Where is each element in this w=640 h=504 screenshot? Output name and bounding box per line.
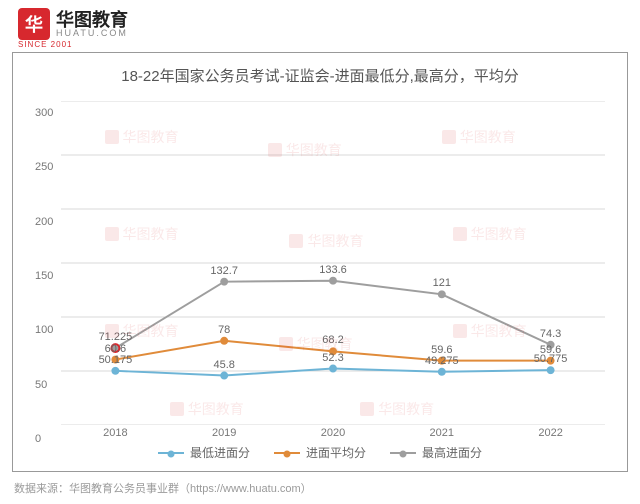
chart-frame: 18-22年国家公务员考试-证监会-进面最低分,最高分，平均分 50.175 45…: [12, 52, 628, 472]
x-axis-labels: 2018 2019 2020 2021 2022: [61, 427, 605, 441]
legend-label: 最低进面分: [190, 444, 250, 461]
x-tick-label: 2019: [212, 427, 236, 439]
logo-cn: 华图教育: [56, 11, 128, 29]
brand-logo: 华 华图教育 HUATU.COM: [18, 8, 128, 40]
logo-en: HUATU.COM: [56, 29, 128, 38]
data-point-label: 59.6: [540, 344, 561, 356]
data-point-label: 45.8: [213, 359, 234, 371]
x-tick-label: 2020: [321, 427, 345, 439]
data-point-label: 50.175: [99, 354, 133, 366]
page: 华 华图教育 HUATU.COM SINCE 2001 18-22年国家公务员考…: [0, 0, 640, 504]
data-point-label: 133.6: [319, 264, 347, 276]
y-tick-label: 200: [35, 216, 53, 228]
y-tick-label: 100: [35, 324, 53, 336]
legend-label: 最高进面分: [422, 444, 482, 461]
data-point-label: 71.225: [99, 331, 133, 343]
data-point-label: 49.275: [425, 355, 459, 367]
data-point-label: 59.6: [431, 344, 452, 356]
data-point-label: 132.7: [210, 265, 238, 277]
legend-swatch: [274, 452, 300, 454]
data-point-label: 52.3: [322, 352, 343, 364]
data-point-label: 74.3: [540, 328, 561, 340]
y-tick-label: 300: [35, 107, 53, 119]
legend-swatch: [158, 452, 184, 454]
data-point-label: 68.2: [322, 335, 343, 347]
plot-area: 50.17545.852.349.27550.77560.67868.259.6…: [61, 101, 605, 425]
legend-item: 进面平均分: [274, 444, 366, 461]
x-tick-label: 2022: [538, 427, 562, 439]
legend-item: 最低进面分: [158, 444, 250, 461]
x-tick-label: 2021: [430, 427, 454, 439]
x-tick-label: 2018: [103, 427, 127, 439]
legend-swatch: [390, 452, 416, 454]
data-point-label: 121: [433, 278, 451, 290]
y-tick-label: 250: [35, 161, 53, 173]
data-point-label: 60.6: [105, 343, 126, 355]
data-point-label: 78: [218, 324, 230, 336]
y-tick-label: 150: [35, 270, 53, 282]
y-tick-label: 0: [35, 433, 41, 445]
logo-text: 华图教育 HUATU.COM: [56, 11, 128, 38]
logo-mark: 华: [18, 8, 50, 40]
legend: 最低进面分 进面平均分 最高进面分: [13, 444, 627, 461]
y-tick-label: 50: [35, 379, 47, 391]
data-source: 数据来源：华图教育公务员事业群（https://www.huatu.com）: [14, 480, 312, 496]
logo-year: SINCE 2001: [18, 40, 72, 49]
legend-item: 最高进面分: [390, 444, 482, 461]
chart-title: 18-22年国家公务员考试-证监会-进面最低分,最高分，平均分: [13, 65, 627, 86]
legend-label: 进面平均分: [306, 444, 366, 461]
